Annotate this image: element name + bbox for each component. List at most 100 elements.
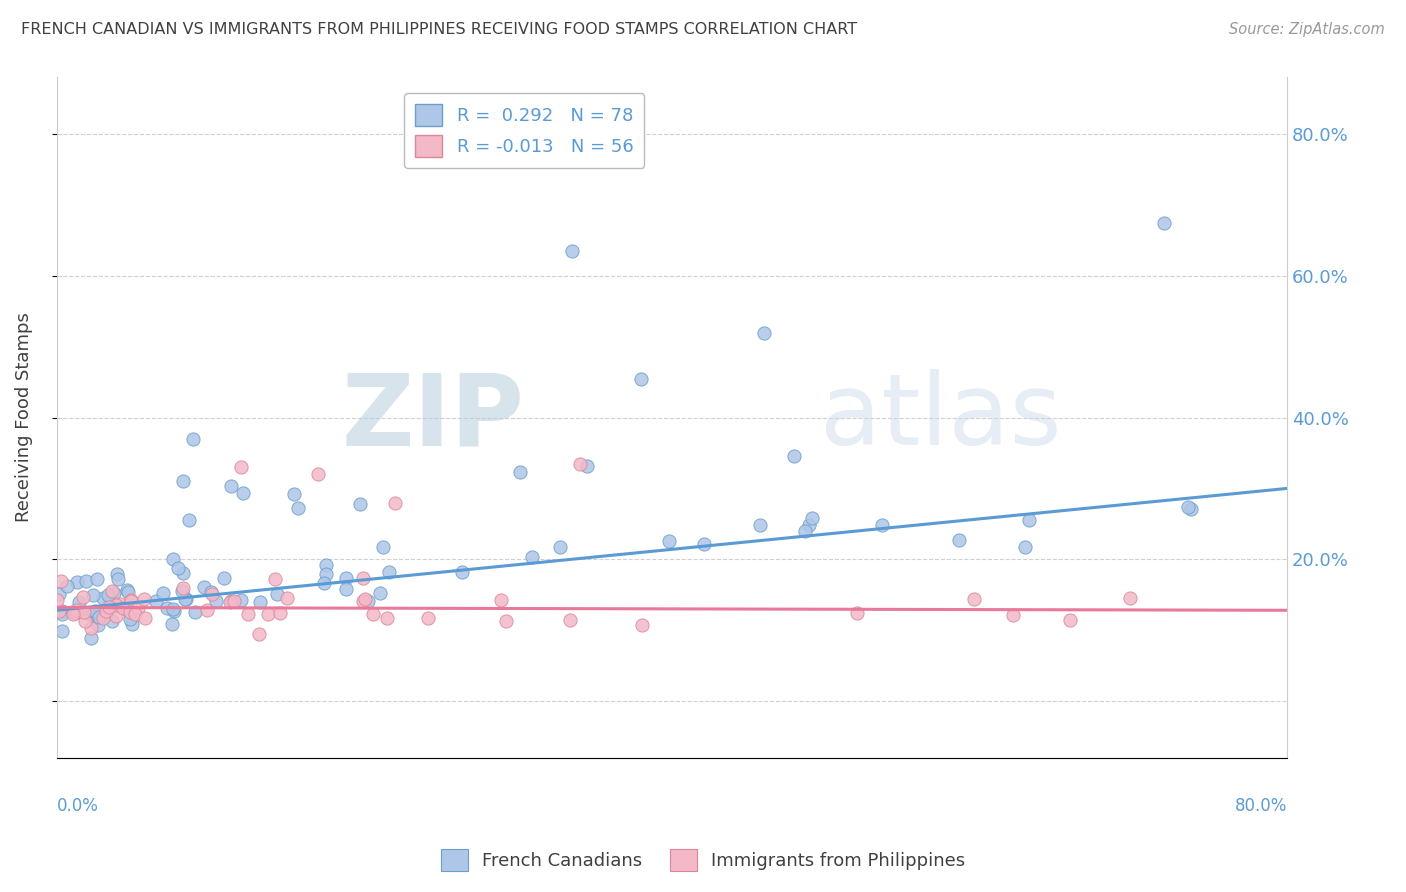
Point [870, 517, 893, 532]
Point [82, 588, 104, 602]
Point [793, 524, 815, 538]
Point [62, 605, 84, 619]
Point [1018, 513, 1040, 527]
Point [66, 574, 89, 589]
Point [152, 586, 174, 600]
Point [371, 540, 394, 554]
Point [105, 599, 128, 613]
Point [276, 591, 298, 606]
Point [108, 597, 131, 611]
Point [509, 465, 531, 479]
Point [48, 587, 70, 601]
Point [693, 537, 716, 551]
Point [375, 611, 398, 625]
Point [167, 561, 190, 575]
Point [101, 583, 124, 598]
Point [124, 607, 146, 622]
Point [193, 580, 215, 594]
Point [174, 591, 197, 606]
Point [172, 566, 194, 580]
Point [172, 581, 194, 595]
Point [963, 591, 986, 606]
Point [75, 574, 97, 588]
Point [283, 487, 305, 501]
Point [231, 592, 253, 607]
Point [51, 605, 73, 619]
Point [575, 459, 598, 474]
Point [232, 486, 254, 500]
Point [314, 576, 336, 591]
Point [120, 594, 142, 608]
Point [63, 605, 86, 619]
Point [65, 603, 87, 617]
Point [384, 495, 406, 509]
Point [287, 500, 309, 515]
Point [257, 607, 280, 622]
Point [212, 571, 235, 585]
Point [181, 433, 204, 447]
Point [783, 450, 806, 464]
Point [184, 605, 207, 619]
Legend: R =  0.292   N = 78, R = -0.013   N = 56: R = 0.292 N = 78, R = -0.013 N = 56 [404, 94, 644, 168]
Point [548, 540, 571, 554]
Point [86, 572, 108, 586]
Point [67, 595, 90, 609]
Point [561, 244, 583, 258]
Point [361, 607, 384, 621]
Point [948, 533, 970, 547]
Point [69, 605, 91, 619]
Point [354, 592, 377, 607]
Point [195, 603, 218, 617]
Point [450, 565, 472, 579]
Point [748, 517, 770, 532]
Point [1014, 540, 1036, 554]
Point [263, 572, 285, 586]
Point [79, 607, 101, 621]
Point [80, 621, 103, 635]
Point [801, 511, 824, 525]
Point [1118, 591, 1140, 605]
Point [121, 617, 143, 632]
Point [117, 584, 139, 599]
Point [495, 614, 517, 628]
Text: FRENCH CANADIAN VS IMMIGRANTS FROM PHILIPPINES RECEIVING FOOD STAMPS CORRELATION: FRENCH CANADIAN VS IMMIGRANTS FROM PHILI… [21, 22, 858, 37]
Point [797, 517, 820, 532]
Point [200, 585, 222, 599]
Point [160, 617, 183, 632]
Point [357, 594, 380, 608]
Point [162, 551, 184, 566]
Point [219, 479, 242, 493]
Point [307, 467, 329, 482]
Point [80, 632, 103, 646]
Point [315, 558, 337, 572]
Point [335, 571, 357, 585]
Point [62, 607, 84, 622]
Point [631, 618, 654, 632]
Point [269, 606, 291, 620]
Point [335, 582, 357, 596]
Text: atlas: atlas [820, 369, 1062, 466]
Point [120, 592, 142, 607]
Point [49, 574, 72, 588]
Point [103, 585, 125, 599]
Point [115, 601, 138, 615]
Point [219, 595, 242, 609]
Point [201, 587, 224, 601]
Point [658, 533, 681, 548]
Point [249, 595, 271, 609]
Point [111, 601, 134, 615]
Point [72, 590, 94, 604]
Point [1002, 608, 1025, 623]
Point [219, 594, 242, 608]
Point [84, 605, 107, 619]
Point [558, 613, 581, 627]
Point [247, 627, 270, 641]
Point [231, 460, 253, 475]
Point [266, 586, 288, 600]
Point [1059, 613, 1081, 627]
Point [56, 579, 79, 593]
Point [132, 591, 155, 606]
Point [46, 593, 69, 607]
Point [75, 614, 97, 628]
Point [846, 606, 869, 620]
